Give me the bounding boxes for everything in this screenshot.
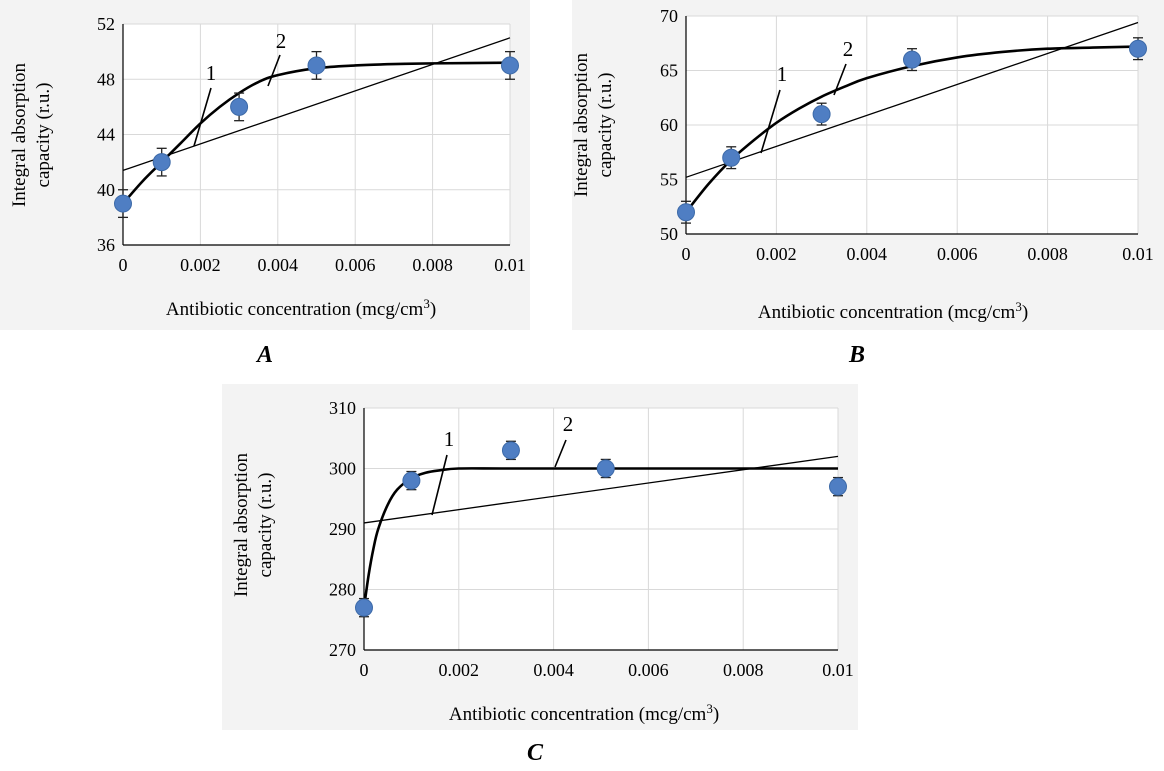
x-axis-title-superscript: 3 [706,701,713,716]
x-tick-label: 0.006 [335,255,376,275]
x-axis-title: Antibiotic concentration (mcg/cm3) [758,299,1028,323]
data-point [596,459,615,478]
chart-panel-b: 0 0.002 0.004 0.006 0.008 0.01 50 55 60 65 70 Antib… [571,0,1164,368]
y-axis-title: Integral absorption capacity (r.u.) [571,52,616,197]
x-tick-label: 0.004 [258,255,299,275]
x-tick-label: 0.004 [847,244,888,264]
x-tick-label: 0.006 [628,660,669,680]
curve-2-label: 2 [276,29,287,53]
curve-1-label: 1 [444,427,455,451]
saturation-fit-curve [362,467,838,608]
y-tick-label: 55 [660,170,678,190]
curve-1-label: 1 [777,62,788,86]
data-point [677,203,695,222]
x-tick-label: 0.008 [412,255,453,275]
curve-2-leader [833,63,847,96]
curve-1-leader [193,87,212,147]
curve-2-label: 2 [843,37,854,61]
curve-1-leader [431,454,448,516]
x-axis-title-end: ) [430,299,436,320]
curve-2-leader [267,54,281,87]
curve-1-leader [760,89,781,154]
chart-panel-a: 0 0.002 0.004 0.006 0.008 0.01 36 40 44 48 52 Antib… [0,0,530,368]
x-tick-label: 0 [119,255,128,275]
y-tick-label: 70 [660,6,678,26]
x-tick-label: 0.004 [533,660,574,680]
y-axis-title-line1: Integral absorption [571,52,592,197]
x-axis-title-end: ) [1022,302,1028,323]
y-tick-label: 52 [97,14,115,34]
data-point [355,598,373,617]
x-axis-title-superscript: 3 [1015,299,1022,314]
y-tick-label: 300 [329,459,356,479]
x-tick-label: 0.01 [1122,244,1154,264]
linear-fit-line [122,37,511,172]
x-tick-label: 0.002 [756,244,797,264]
data-point [152,153,171,172]
y-tick-label: 44 [97,125,115,145]
data-point [230,97,249,116]
x-axis-title-superscript: 3 [423,296,430,311]
data-point [501,441,520,460]
data-point [402,471,421,490]
y-axis-title-line1: Integral absorption [231,452,252,597]
panel-letter-b: B [848,342,865,368]
y-axis-title: Integral absorption capacity (r.u.) [231,452,276,597]
y-axis-title-line1: Integral absorption [9,62,30,207]
curve-2-label: 2 [563,412,574,436]
curve-1-label: 1 [206,61,217,85]
x-axis-title: Antibiotic concentration (mcg/cm3) [166,296,436,320]
data-point [501,56,519,75]
y-tick-label: 60 [660,115,678,135]
y-tick-label: 310 [329,398,356,418]
y-tick-label: 36 [97,235,115,255]
y-tick-label: 290 [329,519,356,539]
data-point [829,477,847,496]
y-tick-label: 270 [329,640,356,660]
y-tick-label: 40 [97,180,115,200]
panel-letter-a: A [255,342,273,368]
x-tick-label: 0 [360,660,369,680]
y-axis-title-line2: capacity (r.u.) [595,73,616,178]
data-point [307,56,326,75]
data-point [903,50,921,69]
data-point [114,194,132,213]
data-point [812,105,831,124]
x-tick-label: 0.002 [180,255,221,275]
x-tick-label: 0 [682,244,691,264]
y-axis-title-line2: capacity (r.u.) [255,473,276,578]
data-point [1129,39,1147,58]
x-axis-title-end: ) [713,704,719,725]
panel-letter-c: C [527,740,544,766]
x-tick-label: 0.008 [723,660,764,680]
x-tick-label: 0.01 [822,660,854,680]
x-tick-label: 0.006 [937,244,978,264]
x-tick-label: 0.008 [1027,244,1068,264]
y-axis-title-line2: capacity (r.u.) [33,83,54,188]
data-point [722,148,741,167]
x-axis-title: Antibiotic concentration (mcg/cm3) [449,701,719,725]
chart-panel-c: 0 0.002 0.004 0.006 0.008 0.01 270 280 290 300 310… [222,384,858,766]
x-tick-label: 0.01 [494,255,526,275]
x-tick-label: 0.002 [439,660,480,680]
y-tick-label: 65 [660,61,678,81]
y-axis-title: Integral absorption capacity (r.u.) [9,62,54,207]
y-tick-label: 48 [97,69,115,89]
y-tick-label: 280 [329,580,356,600]
y-tick-label: 50 [660,224,678,244]
curve-2-leader [554,439,567,468]
